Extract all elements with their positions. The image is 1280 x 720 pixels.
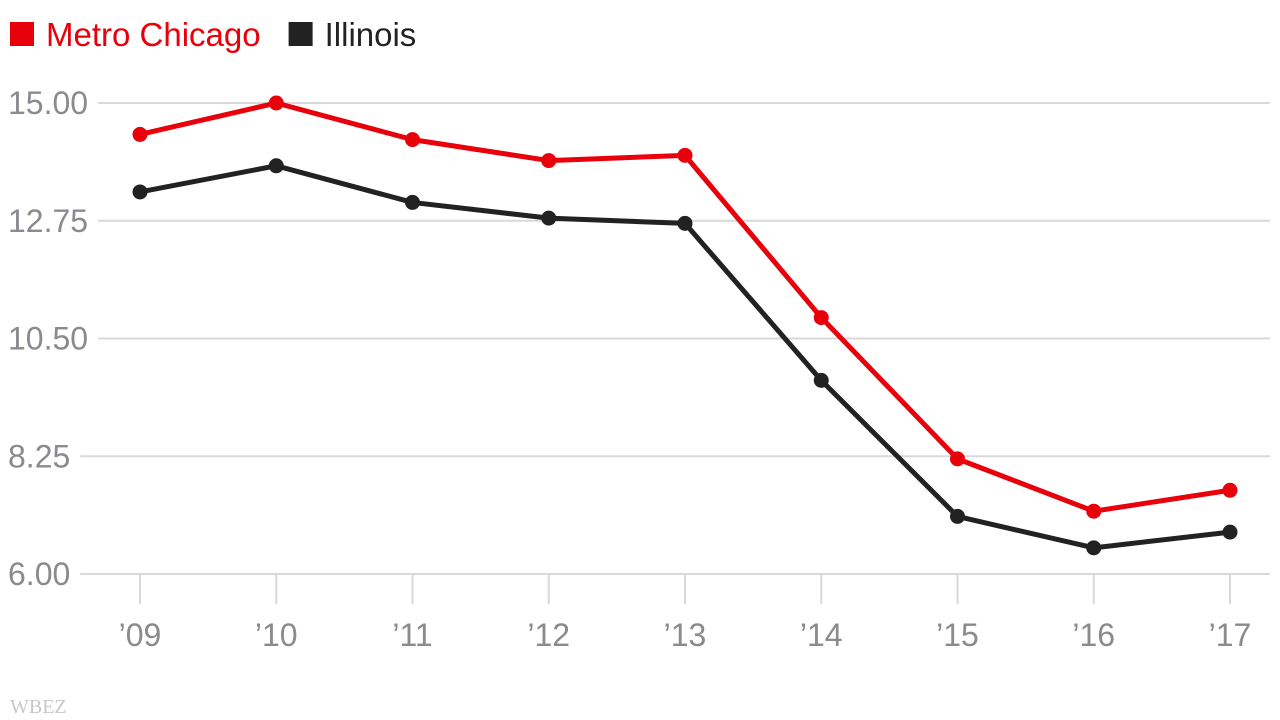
x-tick-label: ’13 — [664, 617, 707, 653]
y-tick-label: 15.00 — [8, 85, 88, 121]
data-point — [950, 451, 965, 467]
data-point — [1086, 540, 1102, 556]
data-point — [1222, 524, 1238, 540]
credit-text: WBEZ — [10, 696, 67, 718]
data-point — [813, 372, 829, 388]
data-point — [813, 310, 829, 326]
data-point — [1222, 482, 1238, 498]
data-point — [950, 508, 965, 524]
x-tick-label: ’15 — [936, 617, 979, 653]
data-point — [268, 158, 284, 174]
data-point — [1086, 503, 1102, 519]
data-point — [677, 215, 693, 231]
data-point — [132, 126, 148, 142]
legend-swatch-1 — [288, 22, 313, 46]
data-point — [541, 210, 557, 226]
data-point — [405, 132, 420, 148]
legend-label-1: Illinois — [325, 16, 417, 53]
x-tick-label: ’12 — [527, 617, 570, 653]
x-tick-label: ’11 — [392, 617, 432, 653]
legend-swatch-0 — [10, 22, 34, 46]
y-tick-label: 8.25 — [8, 438, 70, 474]
x-axis: ’09 ’10 ’11 ’12 ’13 ’14 ’15 ’16 ’17 — [119, 574, 1252, 653]
data-point — [268, 95, 284, 111]
data-point — [132, 184, 148, 200]
series-line-metro-chicago — [139, 100, 1231, 514]
data-point — [677, 147, 693, 163]
y-tick-label: 10.50 — [8, 321, 88, 357]
x-tick-label: ’14 — [800, 617, 843, 653]
data-point — [541, 153, 557, 169]
series-lines — [132, 95, 1238, 556]
x-tick-label: ’09 — [119, 617, 162, 653]
y-tick-label: 12.75 — [8, 203, 88, 239]
data-point — [405, 194, 420, 210]
legend-label-0: Metro Chicago — [46, 16, 261, 53]
x-tick-label: ’10 — [255, 617, 298, 653]
x-tick-label: ’16 — [1072, 617, 1115, 653]
y-tick-label: 6.00 — [8, 556, 70, 592]
gridlines: 15.00 12.75 10.50 8.25 6.00 — [8, 85, 1270, 592]
legend: Metro Chicago Illinois — [10, 16, 416, 53]
x-tick-label: ’17 — [1209, 617, 1252, 653]
